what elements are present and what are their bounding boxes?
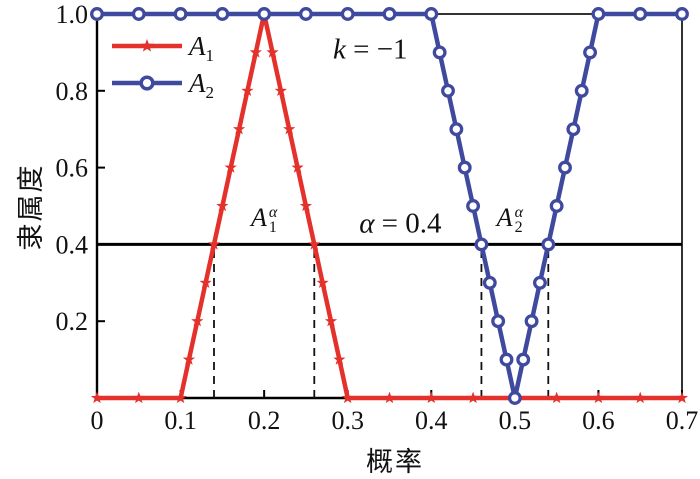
series-A1-marker [274,84,287,96]
legend-a2-subscript: 2 [205,82,215,102]
series-A2-marker [524,314,539,329]
series-A2-marker [583,45,598,60]
annotation-k-value: k = −1 [332,33,408,66]
legend-label-a1: A1 [189,30,215,65]
series-A1-marker [207,238,221,250]
series-A2-marker [215,7,230,21]
annotation-k-variable: k [332,33,346,66]
y-tick-label: 0.8 [56,77,89,106]
series-A2-marker [131,7,146,21]
series-A2-marker [298,7,313,21]
series-A2-marker [591,7,606,21]
legend-sample-marker-A1 [140,39,154,52]
series-A2-marker [574,83,589,98]
y-tick-label: 0.4 [56,230,89,259]
x-tick-label: 0.6 [582,406,615,435]
annotation-k-rest: = −1 [345,33,408,66]
series-A1-marker [333,353,346,365]
series-A1-marker [182,353,196,365]
y-tick-label: 0.2 [56,307,89,336]
series-A1-marker [216,199,229,212]
legend-sample-marker-A2 [139,75,155,91]
series-A2-marker [532,275,547,290]
series-A1-marker [199,276,212,288]
x-axis-label: 概率 [366,447,424,477]
series-A2-marker [340,7,355,21]
x-tick-label: 0.3 [331,406,364,435]
series-A1-marker [266,46,279,58]
y-tick-label: 0.6 [56,154,89,183]
series-A2-marker [457,160,472,175]
series-A2-marker [558,160,572,175]
series-A1-marker [341,391,354,404]
series-A1-marker [283,122,296,135]
series-A1-line [97,13,682,401]
series-A1-marker [291,161,304,173]
series-A2-marker [499,352,514,367]
series-A1-marker [90,391,104,404]
series-A1-marker [550,391,563,404]
series-A2-marker [541,237,556,252]
x-tick-label: 0.2 [248,406,281,435]
series-A1-marker [191,314,204,327]
annotation-alpha-level: α = 0.4 [359,207,442,240]
series-A2-marker [516,352,531,367]
series-A2-marker [566,122,581,137]
series-A1-marker [241,84,254,96]
series-A1-marker [249,46,262,58]
series-A2-marker [382,7,397,21]
series-A1-marker [232,122,246,135]
series-A1-marker [425,391,438,404]
x-tick-label: 0.5 [499,406,532,435]
series-A1-marker [324,314,338,327]
series-A2-marker [466,199,481,213]
annotation-alpha-variable: α [359,207,375,240]
series-A1-marker [132,391,145,404]
series-A2-marker [507,391,522,405]
series-A2-marker [173,7,188,21]
series-A2-marker [482,275,497,290]
series-A2-marker [432,45,447,60]
series-A1-marker [174,391,187,404]
series-A1-marker [466,391,480,404]
series-A2-marker [424,7,439,21]
series-A1-marker [383,391,396,404]
series-A1-marker [675,391,689,404]
series-A1-marker [592,391,605,404]
series-A2-marker [633,7,648,21]
series-A2-line [97,11,682,399]
series-A2-marker [549,199,564,213]
x-tick-label: 0.1 [164,406,197,435]
series-A2-marker [257,7,272,21]
series-A2-marker [90,7,104,21]
x-tick-label: 0.4 [415,406,448,435]
x-tick-label: 0 [91,406,104,435]
legend-a1-subscript: 1 [205,45,215,65]
legend-a2-base: A [189,68,206,98]
annotation-alpha-rest: = 0.4 [374,207,442,240]
series-A2-marker [449,122,464,137]
series-A1-marker [308,238,321,250]
series-A2-marker [491,314,506,329]
series-A1-marker [634,391,647,404]
series-A1-marker [316,276,329,288]
y-axis-label: 隶属度 [16,163,46,251]
series-A2-marker [474,237,489,252]
series-A2-marker [441,83,455,98]
y-tick-label: 1.0 [56,0,89,29]
series-A1-marker [299,199,313,212]
x-tick-label: 0.7 [666,406,699,435]
legend-label-a2: A2 [189,67,215,102]
series-A1-marker [224,161,237,173]
series-A2-marker [675,7,689,21]
plot-border [96,13,683,399]
legend-a1-base: A [189,31,206,61]
